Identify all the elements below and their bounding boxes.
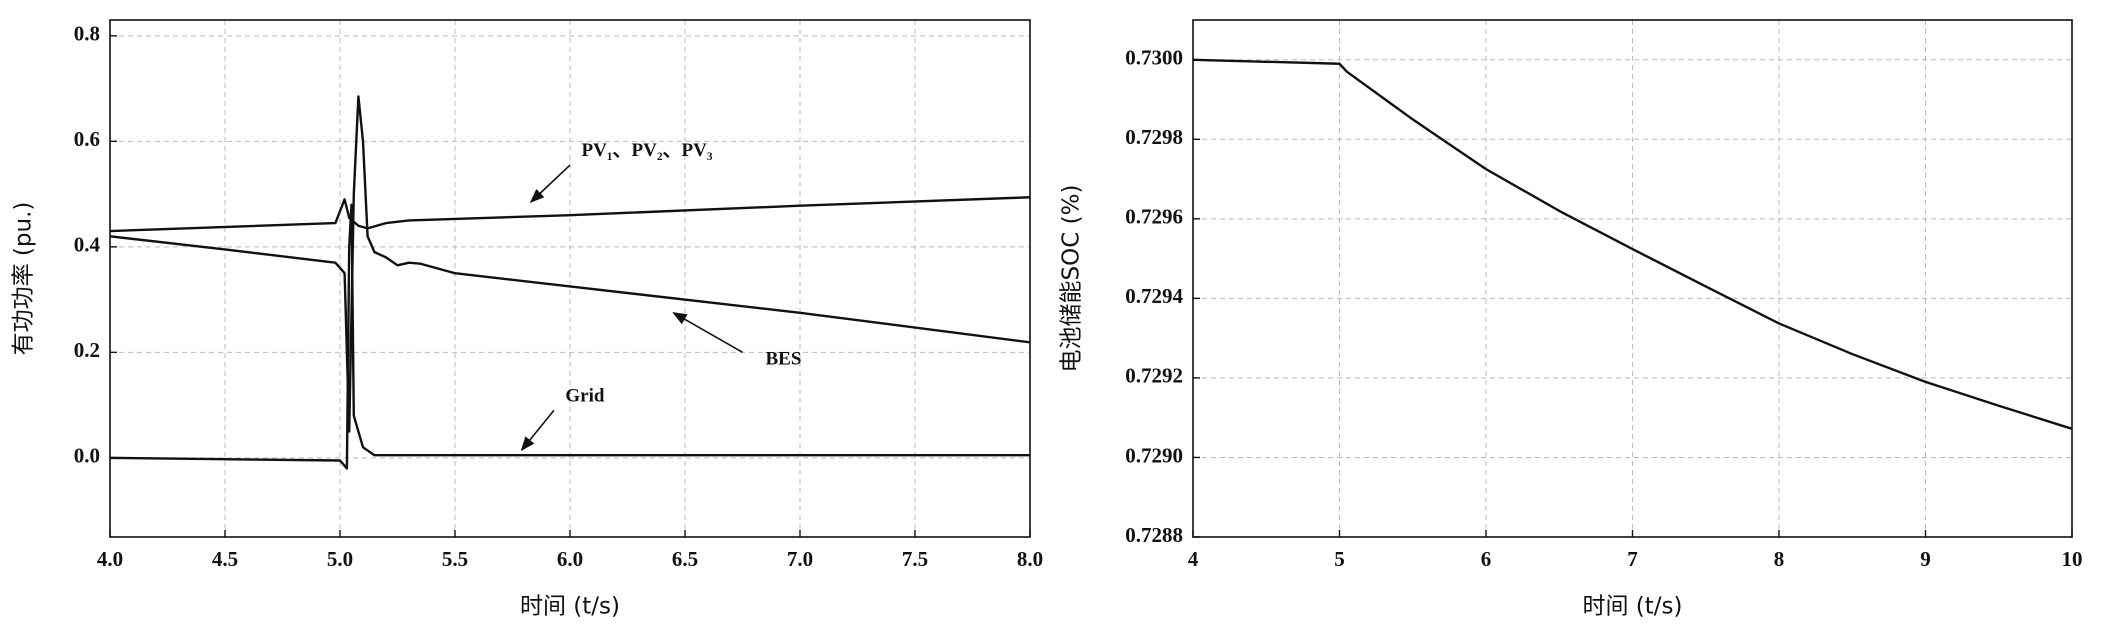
annotation-arrow bbox=[520, 409, 555, 452]
y-tick-label: 0.4 bbox=[74, 233, 101, 257]
y-tick-label: 0.7290 bbox=[1125, 443, 1183, 467]
y-tick-label: 0.2 bbox=[74, 338, 100, 362]
x-tick-label: 6.0 bbox=[557, 547, 583, 571]
data-line bbox=[109, 203, 1030, 470]
annotation-arrow bbox=[672, 312, 743, 354]
y-axis-label: 有功功率 (pu.) bbox=[11, 202, 37, 356]
x-tick-label: 4.0 bbox=[97, 547, 123, 571]
x-tick-label: 6 bbox=[1481, 547, 1492, 571]
x-tick-label: 6.5 bbox=[672, 547, 698, 571]
x-tick-label: 7 bbox=[1627, 547, 1638, 571]
x-axis-label: 时间 (t/s) bbox=[1582, 594, 1682, 620]
x-tick-label: 9 bbox=[1920, 547, 1931, 571]
data-line bbox=[109, 95, 1031, 433]
y-tick-label: 0.7298 bbox=[1125, 125, 1183, 149]
y-tick-label: 0.7294 bbox=[1125, 284, 1183, 308]
annotation-arrow bbox=[529, 164, 571, 203]
plot-frame bbox=[109, 19, 1031, 538]
y-tick-label: 0.7296 bbox=[1125, 205, 1183, 229]
x-tick-label: 5.0 bbox=[327, 547, 353, 571]
series-label: Grid bbox=[565, 386, 604, 407]
x-tick-label: 5.5 bbox=[442, 547, 468, 571]
y-tick-label: 0.0 bbox=[74, 444, 100, 468]
x-tick-label: 7.5 bbox=[902, 547, 928, 571]
series-label: PV₁、PV₂、PV₃ bbox=[582, 140, 713, 161]
y-tick-label: 0.7288 bbox=[1125, 523, 1183, 547]
x-tick-label: 8.0 bbox=[1017, 547, 1043, 571]
x-tick-label: 4 bbox=[1188, 547, 1199, 571]
y-axis-label: 电池储能SOC (%) bbox=[1059, 185, 1085, 373]
x-tick-label: 7.0 bbox=[787, 547, 813, 571]
y-tick-label: 0.7300 bbox=[1125, 46, 1183, 70]
y-tick-label: 0.7292 bbox=[1125, 364, 1183, 388]
y-tick-label: 0.6 bbox=[74, 127, 100, 151]
x-tick-label: 4.5 bbox=[212, 547, 238, 571]
y-tick-label: 0.8 bbox=[74, 22, 100, 46]
series-label: BES bbox=[766, 349, 802, 370]
x-tick-label: 8 bbox=[1774, 547, 1785, 571]
plot-frame bbox=[1192, 19, 2073, 538]
x-tick-label: 5 bbox=[1334, 547, 1345, 571]
data-line bbox=[1192, 58, 2073, 430]
x-tick-label: 10 bbox=[2062, 547, 2083, 571]
x-axis-label: 时间 (t/s) bbox=[520, 594, 620, 620]
